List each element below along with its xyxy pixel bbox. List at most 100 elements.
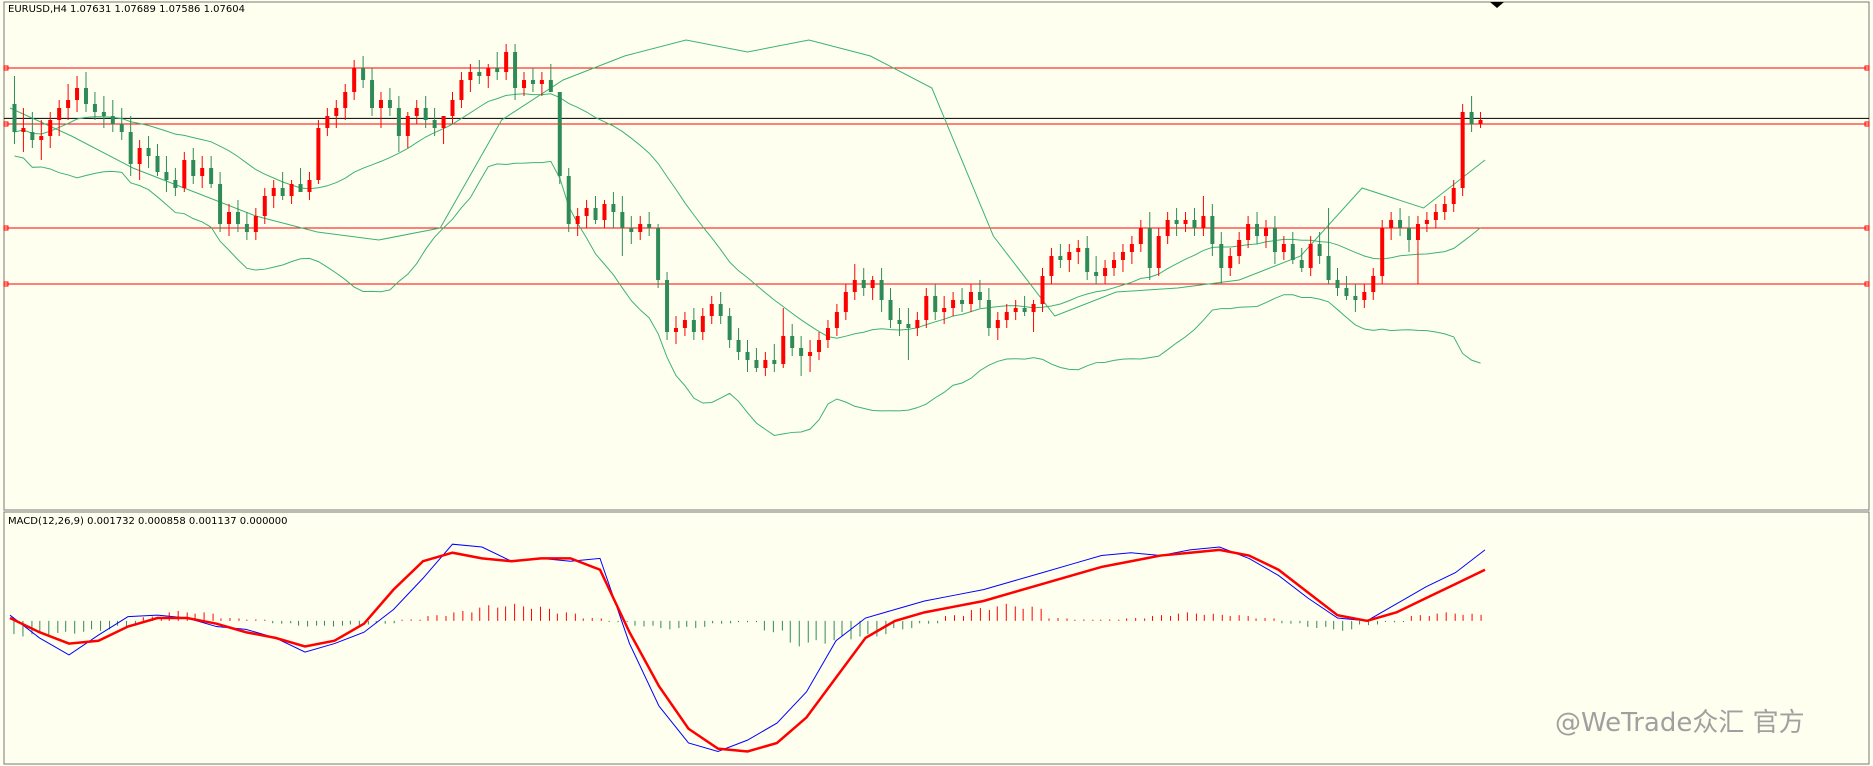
candle-body xyxy=(808,352,813,356)
macd-panel-frame xyxy=(3,511,1870,765)
candle-body xyxy=(468,72,473,80)
candle-body xyxy=(897,320,902,324)
candle-body xyxy=(450,100,455,116)
candle-body xyxy=(995,320,1000,328)
macd-label: MACD(12,26,9) 0.001732 0.000858 0.001137… xyxy=(8,516,288,527)
candle-body xyxy=(128,132,133,164)
candle-body xyxy=(441,116,446,128)
symbol-label: EURUSD,H4 xyxy=(8,4,67,15)
candle-body xyxy=(164,172,169,180)
candle-body xyxy=(343,92,348,108)
candle-body xyxy=(611,204,616,212)
candle-body xyxy=(933,296,938,312)
level-handle-left-3 xyxy=(3,281,9,287)
candle-body xyxy=(960,300,965,304)
level-handle-left-1 xyxy=(3,121,9,127)
candle-body xyxy=(1389,220,1394,228)
candle-body xyxy=(584,208,589,216)
candle-body xyxy=(173,180,178,188)
candle-body xyxy=(218,184,223,224)
candle-body xyxy=(307,180,312,192)
candle-body xyxy=(870,280,875,288)
candle-body xyxy=(459,80,464,100)
candle-body xyxy=(1469,112,1474,124)
candle-body xyxy=(638,224,643,232)
candle-body xyxy=(1299,260,1304,268)
candle-body xyxy=(235,212,240,224)
candle-body xyxy=(1433,212,1438,220)
candle-body xyxy=(825,328,830,340)
candle-body xyxy=(387,100,392,108)
candle-body xyxy=(1067,252,1072,260)
candle-body xyxy=(1210,216,1215,244)
candle-body xyxy=(942,308,947,312)
candle-body xyxy=(1094,272,1099,276)
candle-body xyxy=(665,280,670,332)
candle-body xyxy=(968,292,973,304)
candle-body xyxy=(1442,204,1447,212)
candle-body xyxy=(137,148,142,164)
candle-body xyxy=(325,116,330,128)
candle-body xyxy=(101,112,106,116)
candle-body xyxy=(1290,244,1295,260)
candle-body xyxy=(513,52,518,88)
candle-body xyxy=(83,88,88,104)
candle-body xyxy=(1049,256,1054,276)
candle-body xyxy=(75,88,80,100)
candle-body xyxy=(244,224,249,232)
candle-body xyxy=(718,304,723,316)
candle-body xyxy=(754,360,759,368)
candle-body xyxy=(629,228,634,232)
candle-body xyxy=(1165,220,1170,236)
candle-body xyxy=(620,212,625,228)
candle-body xyxy=(781,336,786,364)
candle-body xyxy=(1353,296,1358,300)
candle-body xyxy=(334,108,339,116)
candle-body xyxy=(1112,260,1117,268)
candle-body xyxy=(1201,216,1206,228)
candle-body xyxy=(280,188,285,196)
candle-body xyxy=(656,228,661,280)
level-handle-right-3 xyxy=(1864,281,1870,287)
candle-body xyxy=(289,184,294,196)
candle-body xyxy=(1308,244,1313,268)
candle-body xyxy=(566,176,571,224)
candle-body xyxy=(298,184,303,192)
candle-body xyxy=(1272,228,1277,252)
candle-body xyxy=(423,108,428,120)
candle-body xyxy=(1031,304,1036,312)
candle-body xyxy=(745,352,750,360)
candle-body xyxy=(575,216,580,224)
candle-body xyxy=(1237,240,1242,256)
candle-body xyxy=(1085,248,1090,272)
candle-body xyxy=(1451,188,1456,204)
candle-body xyxy=(200,168,205,176)
candle-body xyxy=(799,348,804,356)
shift-marker-icon[interactable] xyxy=(1490,2,1504,8)
candle-body xyxy=(12,104,17,132)
candle-body xyxy=(495,68,500,72)
level-handle-right-1 xyxy=(1864,121,1870,127)
candle-body xyxy=(834,312,839,328)
candle-body xyxy=(1344,288,1349,296)
candle-body xyxy=(316,128,321,180)
candle-body xyxy=(119,124,124,132)
candle-body xyxy=(370,80,375,108)
candle-body xyxy=(48,120,53,136)
candle-body xyxy=(1120,252,1125,260)
candle-body xyxy=(21,128,26,132)
candle-body xyxy=(191,160,196,176)
watermark: @WeTrade众汇 官方 xyxy=(1555,708,1805,738)
price-panel-frame xyxy=(3,1,1870,511)
candle-body xyxy=(271,188,276,196)
candle-body xyxy=(504,52,509,72)
bollinger-lower xyxy=(14,155,1481,436)
price-quote: 1.07631 1.07689 1.07586 1.07604 xyxy=(70,4,245,15)
candle-body xyxy=(57,108,62,120)
candle-body xyxy=(879,280,884,300)
candle-body xyxy=(209,168,214,184)
candle-body xyxy=(790,336,795,348)
candle-body xyxy=(924,296,929,320)
candle-body xyxy=(1335,280,1340,288)
candle-body xyxy=(557,92,562,176)
